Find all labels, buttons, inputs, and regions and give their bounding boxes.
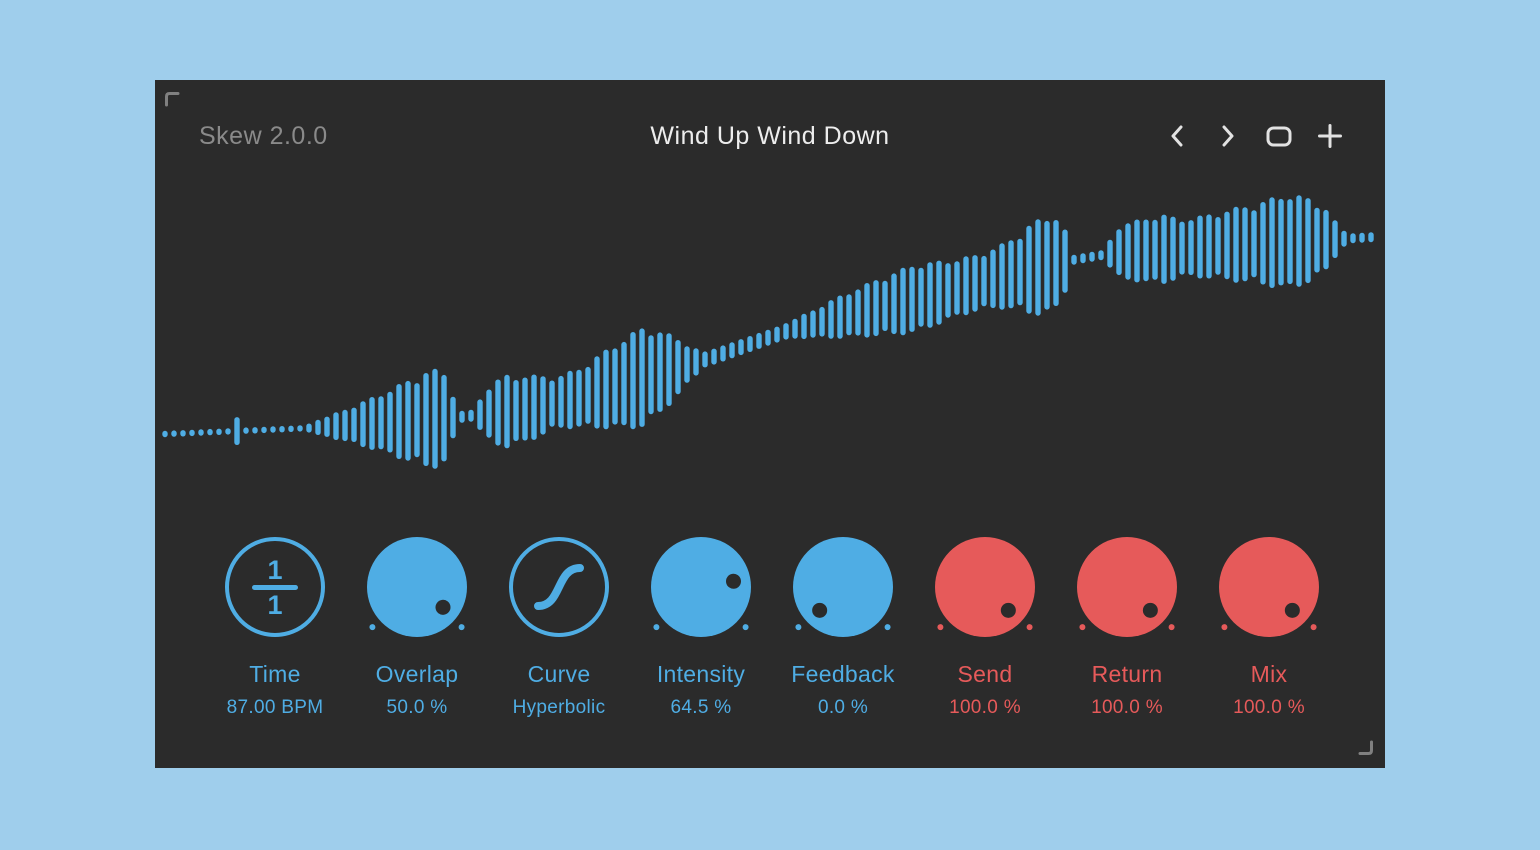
overlap-knob[interactable]	[367, 537, 467, 637]
knob-max-tick	[1025, 622, 1034, 632]
knob-min-tick	[794, 622, 803, 632]
curve-knob[interactable]	[509, 537, 609, 637]
app-title: Skew 2.0.0	[199, 121, 328, 150]
s-curve-icon	[534, 564, 584, 610]
chevron-right-icon	[1222, 125, 1234, 147]
prev-preset-button[interactable]	[1163, 121, 1191, 151]
preset-browser-button[interactable]	[1265, 121, 1293, 151]
knob-mix: Mix 100.0 %	[1219, 537, 1319, 719]
knob-min-tick	[1078, 622, 1087, 632]
knob-indicator-dot	[724, 572, 743, 590]
time-signature-icon: 1 1	[252, 556, 298, 618]
knob-label: Curve	[527, 661, 591, 687]
feedback-knob[interactable]	[793, 537, 893, 637]
knob-indicator-dot	[1139, 599, 1161, 621]
resize-corner-top-left[interactable]	[165, 92, 181, 113]
return-knob[interactable]	[1077, 537, 1177, 637]
waveform-display	[155, 80, 1385, 768]
plugin-window: Skew 2.0.0 Wind Up Wind Down 1 1	[155, 80, 1385, 768]
knob-label: Return	[1091, 661, 1163, 687]
knob-label: Mix	[1250, 661, 1288, 687]
waveform	[162, 195, 1374, 469]
knob-curve: Curve Hyperbolic	[509, 537, 609, 719]
knob-label: Feedback	[791, 661, 895, 687]
knob-value[interactable]: 64.5 %	[670, 697, 732, 718]
send-knob[interactable]	[935, 537, 1035, 637]
intensity-knob[interactable]	[651, 537, 751, 637]
knob-overlap: Overlap 50.0 %	[367, 537, 467, 719]
knob-row: 1 1 Time 87.00 BPM Overlap 50.0 % Curve …	[155, 537, 1385, 719]
knob-min-tick	[936, 622, 945, 632]
knob-send: Send 100.0 %	[935, 537, 1035, 719]
knob-indicator-dot	[997, 599, 1019, 621]
knob-label: Intensity	[656, 661, 746, 687]
knob-value[interactable]: Hyperbolic	[512, 697, 606, 718]
knob-value[interactable]: 100.0 %	[1233, 697, 1305, 718]
knob-indicator-dot	[432, 596, 454, 618]
mix-knob[interactable]	[1219, 537, 1319, 637]
knob-feedback: Feedback 0.0 %	[791, 537, 895, 719]
knob-indicator-dot	[1281, 599, 1303, 621]
chevron-left-icon	[1171, 125, 1183, 147]
knob-label: Overlap	[375, 661, 459, 687]
knob-label: Send	[957, 661, 1013, 687]
knob-max-tick	[741, 622, 750, 632]
knob-time: 1 1 Time 87.00 BPM	[225, 537, 325, 719]
knob-return: Return 100.0 %	[1077, 537, 1177, 719]
time-knob[interactable]: 1 1	[225, 537, 325, 637]
knob-max-tick	[457, 622, 466, 632]
add-preset-button[interactable]	[1316, 121, 1344, 151]
knob-max-tick	[883, 622, 892, 632]
square-icon	[1266, 126, 1292, 147]
preset-name[interactable]: Wind Up Wind Down	[650, 121, 890, 150]
knob-indicator-dot	[809, 599, 831, 621]
knob-max-tick	[1167, 622, 1176, 632]
next-preset-button[interactable]	[1214, 121, 1242, 151]
knob-min-tick	[368, 622, 377, 632]
knob-intensity: Intensity 64.5 %	[651, 537, 751, 719]
knob-value[interactable]: 0.0 %	[817, 697, 869, 718]
knob-value[interactable]: 50.0 %	[386, 697, 448, 718]
knob-value[interactable]: 100.0 %	[949, 697, 1021, 718]
knob-value[interactable]: 100.0 %	[1091, 697, 1163, 718]
knob-value[interactable]: 87.00 BPM	[226, 697, 324, 718]
resize-corner-bottom-right[interactable]	[1357, 734, 1373, 755]
knob-label: Time	[249, 661, 301, 687]
knob-min-tick	[1220, 622, 1229, 632]
plus-icon	[1318, 124, 1342, 148]
preset-toolbar	[1163, 118, 1344, 154]
knob-min-tick	[652, 622, 661, 632]
knob-max-tick	[1309, 622, 1318, 632]
